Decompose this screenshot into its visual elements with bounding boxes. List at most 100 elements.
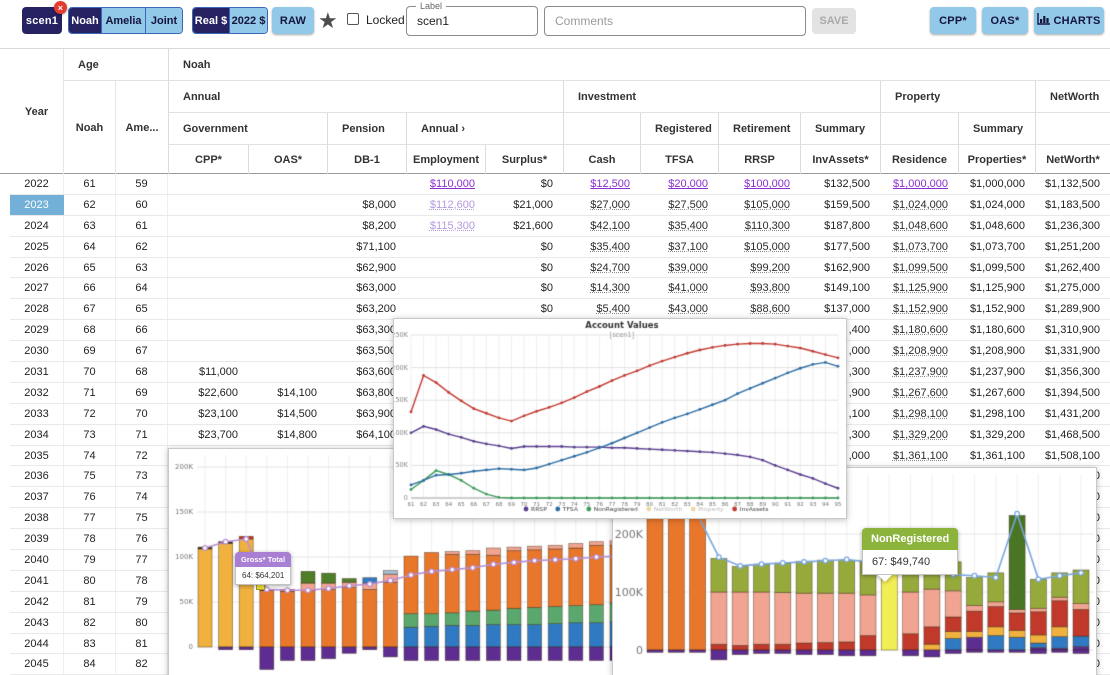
value-link[interactable]: $1,329,200 <box>880 429 958 441</box>
value-link[interactable]: $41,000 <box>640 282 718 294</box>
value-link[interactable]: $27,000 <box>563 199 640 211</box>
year-cell[interactable]: 2045 <box>10 654 64 674</box>
value-link[interactable]: $12,500 <box>563 178 640 190</box>
tab-2022-dollars[interactable]: 2022 $ <box>230 8 267 33</box>
star-icon[interactable]: ★ <box>318 8 338 34</box>
comments-input[interactable] <box>545 7 805 35</box>
charts-button[interactable]: CHARTS <box>1034 7 1104 34</box>
label-input[interactable] <box>407 7 537 35</box>
value-link[interactable]: $88,600 <box>718 303 800 315</box>
year-cell[interactable]: 2044 <box>10 634 64 654</box>
value-link[interactable]: $24,700 <box>563 262 640 274</box>
year-cell[interactable]: 2022 <box>10 174 64 194</box>
header-residence[interactable]: Residence <box>880 145 958 175</box>
year-cell[interactable]: 2025 <box>10 237 64 257</box>
value-link[interactable]: $43,000 <box>640 303 718 315</box>
save-button[interactable]: SAVE <box>812 8 856 34</box>
person-tab-group: Noah Amelia Joint <box>68 7 183 34</box>
value-link[interactable]: $110,300 <box>718 220 800 232</box>
value-link[interactable]: $1,073,700 <box>880 241 958 253</box>
age-cell: 63 <box>64 216 116 236</box>
year-cell[interactable]: 2036 <box>10 466 64 486</box>
year-cell[interactable]: 2029 <box>10 320 64 340</box>
year-cell[interactable]: 2031 <box>10 362 64 382</box>
account-values-chart[interactable] <box>394 319 844 516</box>
age-cell: 82 <box>116 654 168 674</box>
value-link[interactable]: $1,267,600 <box>880 387 958 399</box>
value-cell: $1,267,600 <box>958 387 1035 399</box>
value-link[interactable]: $112,600 <box>406 199 485 211</box>
scenario-tab[interactable]: scen1 × <box>22 7 62 34</box>
value-link[interactable]: $42,100 <box>563 220 640 232</box>
close-icon[interactable]: × <box>54 1 67 14</box>
year-cell[interactable]: 2035 <box>10 446 64 466</box>
header-networth-leaf[interactable]: NetWorth* <box>1035 145 1110 175</box>
header-annual-group: Annual <box>168 81 563 113</box>
value-link[interactable]: $99,200 <box>718 262 800 274</box>
header-employment[interactable]: Employment <box>406 145 485 175</box>
year-cell[interactable]: 2024 <box>10 216 64 236</box>
year-cell[interactable]: 2023 <box>10 195 64 215</box>
year-cell[interactable]: 2033 <box>10 404 64 424</box>
cpp-button[interactable]: CPP* <box>930 7 976 34</box>
year-cell[interactable]: 2026 <box>10 258 64 278</box>
year-cell[interactable]: 2027 <box>10 278 64 298</box>
header-surplus[interactable]: Surplus* <box>485 145 563 175</box>
header-pension-group: Pension <box>327 113 406 145</box>
value-cell: $1,125,900 <box>958 282 1035 294</box>
value-link[interactable]: $93,800 <box>718 282 800 294</box>
value-link[interactable]: $27,500 <box>640 199 718 211</box>
value-link[interactable]: $14,300 <box>563 282 640 294</box>
value-link[interactable]: $1,237,900 <box>880 366 958 378</box>
header-annual-expand[interactable]: Annual › <box>406 113 563 145</box>
value-link[interactable]: $1,048,600 <box>880 220 958 232</box>
value-link[interactable]: $35,400 <box>640 220 718 232</box>
header-tfsa[interactable]: TFSA <box>640 145 718 175</box>
value-link[interactable]: $1,152,900 <box>880 303 958 315</box>
year-cell[interactable]: 2041 <box>10 571 64 591</box>
value-link[interactable]: $1,180,600 <box>880 324 958 336</box>
tab-joint[interactable]: Joint <box>146 8 182 33</box>
value-link[interactable]: $105,000 <box>718 199 800 211</box>
value-link[interactable]: $35,400 <box>563 241 640 253</box>
tab-amelia[interactable]: Amelia <box>102 8 146 33</box>
year-cell[interactable]: 2042 <box>10 592 64 612</box>
value-link[interactable]: $100,000 <box>718 178 800 190</box>
year-cell[interactable]: 2030 <box>10 341 64 361</box>
year-cell[interactable]: 2038 <box>10 508 64 528</box>
header-cpp[interactable]: CPP* <box>168 145 248 175</box>
year-cell[interactable]: 2028 <box>10 299 64 319</box>
header-properties[interactable]: Properties* <box>958 145 1035 175</box>
year-cell[interactable]: 2040 <box>10 550 64 570</box>
value-link[interactable]: $1,024,000 <box>880 199 958 211</box>
header-invassets[interactable]: InvAssets* <box>800 145 880 175</box>
year-cell[interactable]: 2037 <box>10 487 64 507</box>
raw-button[interactable]: RAW <box>272 7 314 34</box>
header-cash[interactable]: Cash <box>563 145 640 175</box>
locked-checkbox[interactable] <box>347 13 359 25</box>
year-cell[interactable]: 2043 <box>10 613 64 633</box>
tab-noah[interactable]: Noah <box>69 8 102 33</box>
year-cell[interactable]: 2034 <box>10 425 64 445</box>
value-link[interactable]: $1,000,000 <box>880 178 958 190</box>
header-oas[interactable]: OAS* <box>248 145 327 175</box>
header-db1[interactable]: DB-1 <box>327 145 406 175</box>
value-link[interactable]: $105,000 <box>718 241 800 253</box>
value-link[interactable]: $1,125,900 <box>880 282 958 294</box>
value-link[interactable]: $115,300 <box>406 220 485 232</box>
value-link[interactable]: $110,000 <box>406 178 485 190</box>
year-cell[interactable]: 2032 <box>10 383 64 403</box>
value-cell: $1,000,000 <box>958 178 1035 190</box>
value-link[interactable]: $1,099,500 <box>880 262 958 274</box>
value-link[interactable]: $5,400 <box>563 303 640 315</box>
value-link[interactable]: $1,298,100 <box>880 408 958 420</box>
oas-button[interactable]: OAS* <box>982 7 1028 34</box>
tab-real-dollars[interactable]: Real $ <box>193 8 230 33</box>
value-link[interactable]: $39,000 <box>640 262 718 274</box>
value-link[interactable]: $20,000 <box>640 178 718 190</box>
year-cell[interactable]: 2039 <box>10 529 64 549</box>
value-link[interactable]: $1,208,900 <box>880 345 958 357</box>
value-link[interactable]: $37,100 <box>640 241 718 253</box>
value-link[interactable]: $1,361,100 <box>880 450 958 462</box>
header-rrsp[interactable]: RRSP <box>718 145 800 175</box>
